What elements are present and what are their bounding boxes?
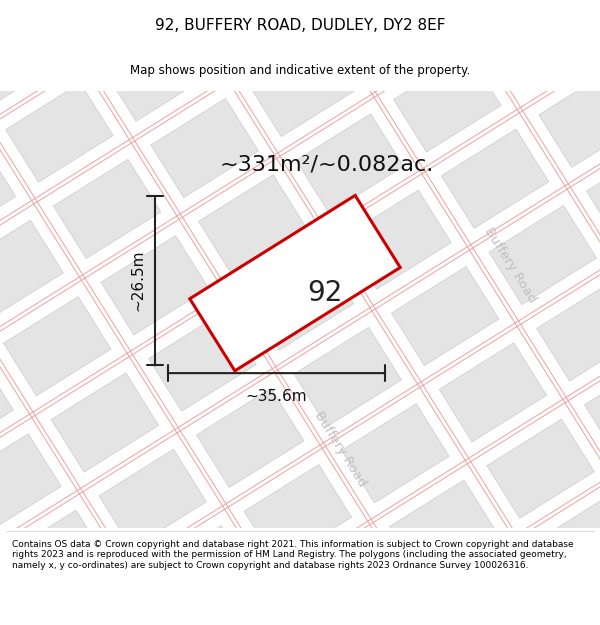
Polygon shape bbox=[439, 342, 547, 442]
Polygon shape bbox=[589, 0, 600, 30]
Polygon shape bbox=[101, 236, 209, 335]
Polygon shape bbox=[584, 358, 600, 457]
Text: Buffery Road: Buffery Road bbox=[311, 409, 368, 489]
Text: 92: 92 bbox=[307, 279, 343, 307]
Text: 92, BUFFERY ROAD, DUDLEY, DY2 8EF: 92, BUFFERY ROAD, DUDLEY, DY2 8EF bbox=[155, 18, 445, 33]
Polygon shape bbox=[296, 114, 404, 213]
Polygon shape bbox=[0, 0, 18, 29]
Polygon shape bbox=[99, 449, 206, 548]
Polygon shape bbox=[0, 357, 13, 457]
Text: Buffery Road: Buffery Road bbox=[482, 226, 538, 306]
Text: Contains OS data © Crown copyright and database right 2021. This information is : Contains OS data © Crown copyright and d… bbox=[12, 540, 574, 569]
Polygon shape bbox=[151, 98, 259, 198]
Polygon shape bbox=[539, 68, 600, 168]
Polygon shape bbox=[437, 556, 545, 625]
Polygon shape bbox=[244, 464, 352, 564]
Polygon shape bbox=[5, 83, 113, 182]
Polygon shape bbox=[0, 144, 16, 243]
Polygon shape bbox=[248, 38, 356, 137]
Polygon shape bbox=[51, 373, 158, 472]
Polygon shape bbox=[1, 510, 109, 609]
Polygon shape bbox=[341, 404, 449, 503]
Polygon shape bbox=[196, 388, 304, 488]
Polygon shape bbox=[201, 0, 308, 61]
Polygon shape bbox=[246, 251, 354, 350]
Polygon shape bbox=[0, 7, 65, 106]
Polygon shape bbox=[0, 434, 61, 533]
Polygon shape bbox=[340, 618, 447, 625]
Polygon shape bbox=[49, 586, 157, 625]
Polygon shape bbox=[344, 190, 451, 289]
Polygon shape bbox=[443, 0, 551, 15]
Polygon shape bbox=[4, 297, 111, 396]
Polygon shape bbox=[389, 480, 497, 579]
Polygon shape bbox=[391, 266, 499, 366]
Polygon shape bbox=[53, 159, 161, 259]
Polygon shape bbox=[0, 571, 11, 625]
Text: ~331m²/~0.082ac.: ~331m²/~0.082ac. bbox=[220, 155, 434, 175]
Polygon shape bbox=[294, 328, 401, 426]
Text: Map shows position and indicative extent of the property.: Map shows position and indicative extent… bbox=[130, 64, 470, 77]
Polygon shape bbox=[535, 496, 600, 594]
Polygon shape bbox=[194, 602, 302, 625]
Text: ~26.5m: ~26.5m bbox=[130, 250, 145, 311]
Polygon shape bbox=[0, 220, 64, 319]
Polygon shape bbox=[190, 196, 400, 371]
Polygon shape bbox=[442, 129, 549, 228]
Polygon shape bbox=[55, 0, 163, 45]
Polygon shape bbox=[292, 541, 399, 625]
Polygon shape bbox=[582, 572, 600, 625]
Text: ~35.6m: ~35.6m bbox=[245, 389, 307, 404]
Polygon shape bbox=[149, 312, 256, 411]
Polygon shape bbox=[199, 175, 306, 274]
Polygon shape bbox=[587, 144, 600, 244]
Polygon shape bbox=[536, 282, 600, 381]
Polygon shape bbox=[491, 0, 599, 91]
Polygon shape bbox=[394, 53, 501, 152]
Polygon shape bbox=[487, 419, 595, 518]
Polygon shape bbox=[489, 206, 596, 304]
Polygon shape bbox=[346, 0, 454, 76]
Polygon shape bbox=[103, 22, 211, 121]
Polygon shape bbox=[146, 526, 254, 625]
